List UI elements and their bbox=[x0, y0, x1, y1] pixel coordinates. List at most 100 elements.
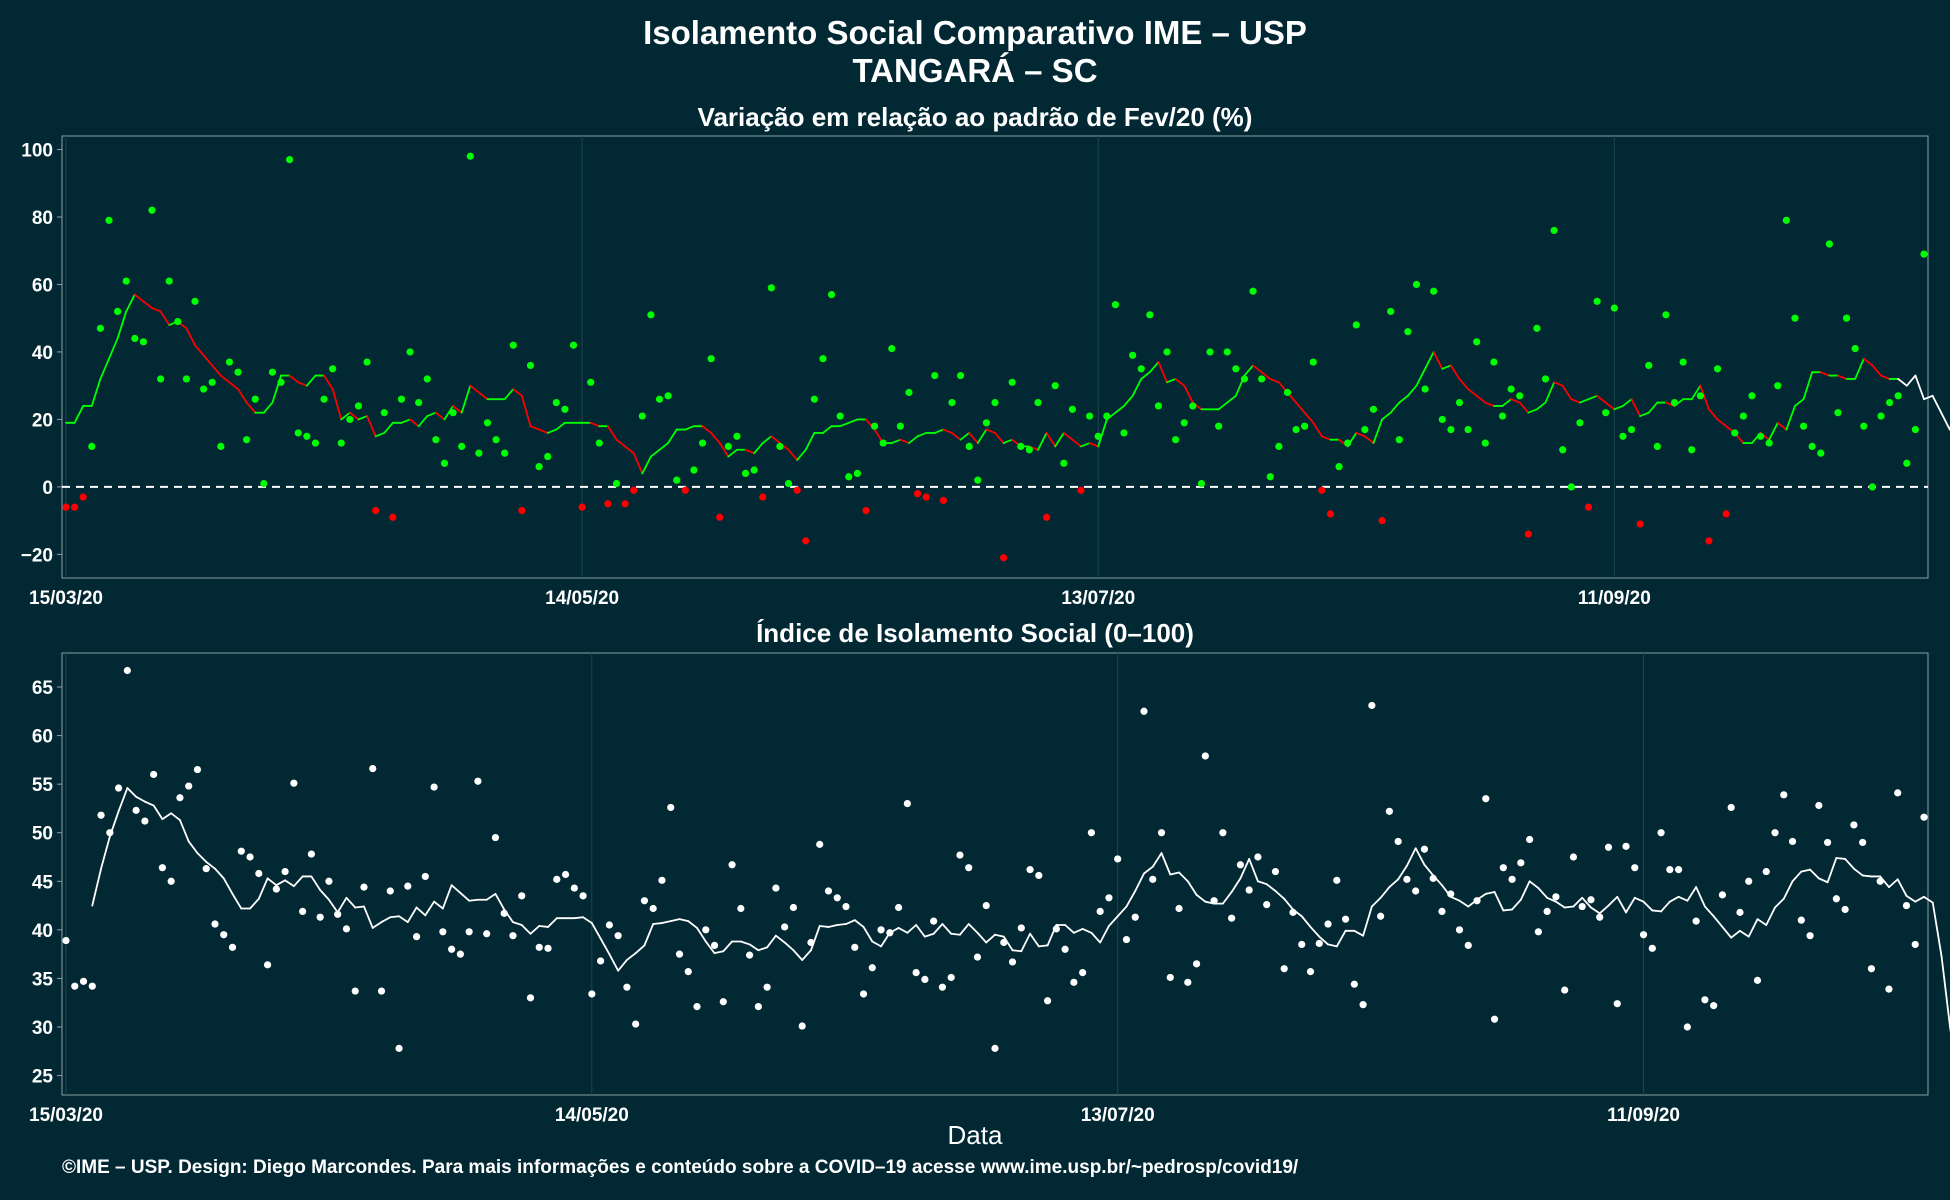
moving-average-segment bbox=[1045, 432, 1057, 448]
moving-average-segment bbox=[503, 388, 515, 401]
moving-average-segment bbox=[1563, 905, 1575, 909]
daily-point bbox=[105, 216, 113, 224]
moving-average-segment bbox=[1940, 955, 1950, 1030]
moving-average-segment bbox=[827, 924, 839, 928]
daily-point bbox=[754, 1003, 762, 1011]
moving-average-segment bbox=[161, 812, 173, 821]
y-tick-label: 45 bbox=[32, 872, 54, 893]
moving-average-segment bbox=[512, 388, 523, 397]
moving-average-segment bbox=[196, 852, 208, 863]
daily-point bbox=[360, 883, 368, 891]
daily-point bbox=[886, 929, 894, 937]
moving-average-segment bbox=[1511, 898, 1522, 911]
daily-point bbox=[1280, 965, 1288, 973]
moving-average-segment bbox=[897, 927, 909, 934]
moving-average-segment bbox=[713, 950, 725, 955]
moving-average-segment bbox=[305, 374, 317, 387]
panel-frame bbox=[61, 135, 1929, 579]
moving-average-segment bbox=[1660, 900, 1671, 913]
daily-point bbox=[1911, 425, 1919, 434]
moving-average-segment bbox=[1300, 915, 1312, 928]
daily-point bbox=[1120, 429, 1128, 437]
daily-point bbox=[96, 324, 105, 332]
moving-average-segment bbox=[1914, 895, 1925, 903]
moving-average-segment bbox=[804, 432, 816, 451]
daily-point bbox=[1657, 829, 1665, 837]
moving-average-segment bbox=[818, 925, 830, 928]
daily-point bbox=[1920, 813, 1928, 821]
daily-point bbox=[578, 503, 586, 511]
daily-point bbox=[114, 784, 123, 792]
daily-point bbox=[474, 777, 482, 785]
daily-point bbox=[870, 422, 879, 430]
x-axis-title: Data bbox=[947, 1120, 1003, 1150]
moving-average-segment bbox=[1596, 394, 1607, 404]
moving-average-segment bbox=[1570, 398, 1581, 404]
daily-point bbox=[698, 439, 707, 447]
moving-average-segment bbox=[1768, 421, 1779, 441]
daily-point bbox=[930, 917, 938, 925]
moving-average-segment bbox=[108, 337, 119, 360]
moving-average-segment bbox=[1484, 891, 1496, 895]
daily-point bbox=[1648, 944, 1656, 952]
daily-point bbox=[1806, 932, 1814, 940]
daily-point bbox=[1473, 338, 1481, 346]
moving-average-segment bbox=[908, 435, 919, 444]
daily-point bbox=[1051, 382, 1059, 390]
daily-point bbox=[737, 904, 745, 913]
daily-point bbox=[1613, 1000, 1621, 1008]
daily-point bbox=[1429, 874, 1437, 882]
daily-point bbox=[948, 398, 956, 407]
moving-average-segment bbox=[1062, 432, 1074, 441]
daily-point bbox=[211, 920, 219, 928]
daily-point bbox=[415, 398, 423, 407]
moving-average-segment bbox=[1327, 943, 1338, 948]
daily-point bbox=[1043, 997, 1052, 1005]
daily-point bbox=[707, 355, 715, 363]
daily-point bbox=[798, 1022, 806, 1030]
daily-point bbox=[1696, 392, 1704, 400]
moving-average-segment bbox=[266, 877, 278, 887]
daily-point bbox=[1675, 866, 1683, 874]
daily-point bbox=[1438, 907, 1446, 916]
daily-point bbox=[1403, 875, 1411, 883]
daily-point bbox=[1438, 415, 1446, 424]
moving-average-segment bbox=[1134, 872, 1145, 892]
moving-average-segment bbox=[1519, 880, 1531, 901]
moving-average-segment bbox=[73, 405, 85, 424]
moving-average-segment bbox=[624, 445, 635, 455]
daily-point bbox=[1412, 280, 1421, 289]
moving-average-segment bbox=[599, 937, 611, 956]
moving-average-segment bbox=[512, 921, 523, 926]
daily-point bbox=[251, 395, 259, 403]
daily-point bbox=[71, 503, 79, 511]
y-tick-label: 20 bbox=[32, 410, 53, 431]
daily-point bbox=[1289, 908, 1297, 916]
daily-point bbox=[165, 277, 173, 285]
moving-average-segment bbox=[417, 415, 429, 428]
moving-average-segment bbox=[1484, 401, 1495, 407]
daily-point bbox=[728, 861, 736, 869]
daily-point bbox=[816, 840, 824, 848]
daily-point bbox=[1713, 365, 1722, 373]
daily-point bbox=[1122, 935, 1131, 944]
daily-point bbox=[868, 964, 876, 972]
moving-average-segment bbox=[1037, 944, 1049, 948]
daily-point bbox=[1430, 287, 1438, 295]
daily-point bbox=[579, 892, 587, 900]
daily-point bbox=[879, 439, 887, 447]
daily-point bbox=[1404, 328, 1412, 336]
daily-point bbox=[1823, 838, 1832, 847]
daily-point bbox=[456, 950, 464, 958]
daily-point bbox=[789, 903, 798, 912]
daily-point bbox=[544, 944, 552, 952]
daily-point bbox=[114, 307, 122, 316]
daily-point bbox=[1387, 307, 1395, 316]
x-tick-label: 13/07/20 bbox=[1061, 588, 1135, 609]
moving-average-segment bbox=[744, 448, 756, 455]
daily-point bbox=[912, 969, 920, 977]
daily-point bbox=[947, 973, 955, 982]
moving-average-segment bbox=[1785, 405, 1796, 431]
moving-average-segment bbox=[383, 421, 394, 434]
moving-average-segment bbox=[1854, 357, 1865, 380]
